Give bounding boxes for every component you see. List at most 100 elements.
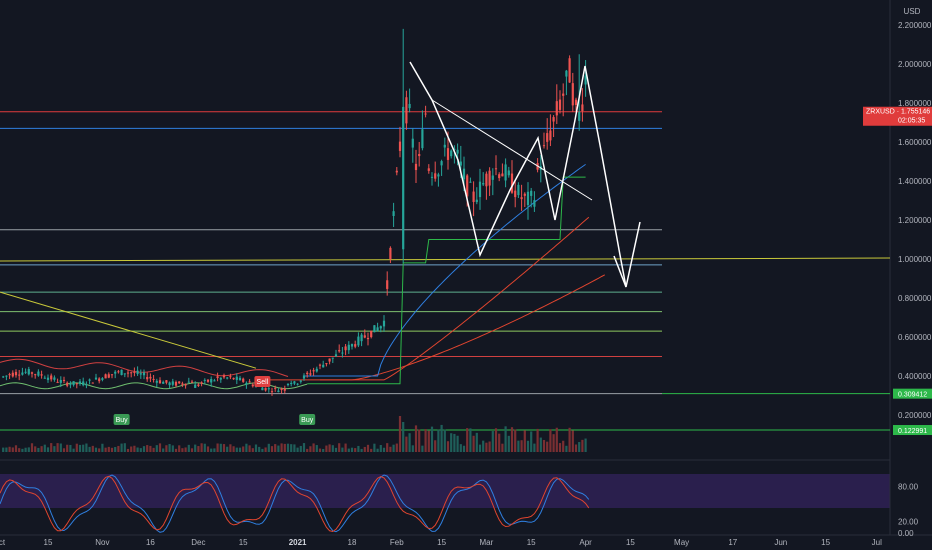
candle-body (40, 374, 43, 376)
volume-bar (181, 448, 184, 452)
x-axis-tick-label: 17 (728, 538, 737, 547)
volume-bar (328, 444, 331, 452)
signal-label: Sell (257, 379, 269, 386)
volume-bar (56, 443, 59, 452)
candle-body (14, 371, 18, 376)
candle-body (114, 371, 117, 374)
candle-body (328, 358, 331, 362)
candle-body (222, 375, 226, 378)
volume-bar (402, 422, 405, 452)
candle-body (27, 369, 30, 375)
candle-body (411, 138, 414, 148)
volume-bar (488, 441, 491, 452)
candle-body (533, 200, 536, 207)
candle-body (187, 381, 190, 383)
candle-body (466, 175, 469, 197)
candle-body (478, 181, 482, 198)
volume-bar (142, 446, 146, 452)
candle-body (293, 381, 296, 384)
volume-bar (494, 428, 498, 452)
volume-bar (184, 447, 187, 452)
candle-body (251, 384, 254, 387)
volume-bar (88, 446, 91, 452)
candle-body (168, 382, 171, 386)
y-axis-tick-label: 2.000000 (898, 60, 932, 69)
price-tag-label: 0.309412 (898, 392, 927, 399)
candle-body (2, 376, 5, 378)
candle-body (46, 377, 50, 380)
candle-body (334, 354, 338, 357)
candle-body (373, 325, 376, 333)
candle-body (184, 383, 187, 386)
volume-bar (568, 427, 571, 452)
candle-body (389, 247, 392, 260)
volume-bar (72, 448, 75, 452)
volume-bar (434, 440, 437, 452)
volume-bar (523, 430, 526, 452)
pattern-drawing (409, 61, 641, 288)
volume-bar (206, 446, 210, 452)
candle-body (485, 173, 488, 187)
volume-bar (466, 428, 469, 452)
candle-body (562, 93, 565, 96)
candle-body (494, 168, 498, 170)
y-axis-tick-label: 1.800000 (898, 99, 932, 108)
volume-bar (155, 445, 158, 452)
candle-body (357, 336, 360, 346)
candle-body (584, 75, 587, 85)
volume-bar (152, 447, 155, 452)
volume-bar (69, 444, 72, 452)
candle-body (414, 163, 418, 171)
volume-bar (232, 446, 235, 452)
volume-bar (213, 448, 216, 452)
candle-body (379, 326, 382, 329)
volume-bar (526, 440, 530, 452)
candle-body (133, 371, 136, 373)
y-axis-tick-label: 0.200000 (898, 411, 932, 420)
candle-body (376, 327, 379, 331)
x-axis-tick-label: Nov (95, 538, 109, 547)
candle-body (69, 384, 72, 386)
volume-bar (338, 443, 341, 452)
volume-bar (18, 448, 21, 452)
candle-body (520, 197, 523, 200)
y-axis-tick-label: 1.000000 (898, 255, 932, 264)
volume-bar (408, 433, 411, 452)
candle-body (341, 352, 344, 354)
candle-body (344, 346, 347, 351)
candle-body (123, 373, 126, 375)
volume-bar (110, 447, 114, 452)
candle-body (299, 380, 302, 382)
candle-body (430, 176, 434, 178)
candle-body (392, 211, 395, 217)
y-axis-tick-label: 1.200000 (898, 216, 932, 225)
candle-body (453, 148, 456, 150)
volume-bar (146, 445, 149, 452)
candle-body (526, 191, 530, 206)
candle-body (571, 83, 574, 106)
candle-body (107, 374, 110, 378)
volume-bar (149, 445, 152, 452)
volume-bar (443, 429, 446, 452)
candle-body (165, 380, 168, 383)
x-axis-tick-label: Jun (774, 538, 787, 547)
candle-body (213, 380, 216, 382)
candle-body (53, 377, 56, 380)
candle-body (162, 381, 165, 384)
candle-body (62, 379, 66, 381)
candle-body (130, 372, 133, 374)
x-axis-tick-label: Mar (480, 538, 494, 547)
volume-bar (392, 444, 395, 452)
oscillator-tick-label: 20.00 (898, 517, 919, 526)
volume-bar (258, 446, 261, 452)
volume-bar (120, 443, 123, 452)
volume-bar (437, 429, 440, 452)
candle-body (456, 149, 459, 154)
volume-bar (178, 445, 181, 452)
candle-body (424, 113, 427, 115)
candle-body (296, 383, 299, 385)
candle-body (72, 381, 75, 386)
volume-bar (174, 448, 178, 452)
